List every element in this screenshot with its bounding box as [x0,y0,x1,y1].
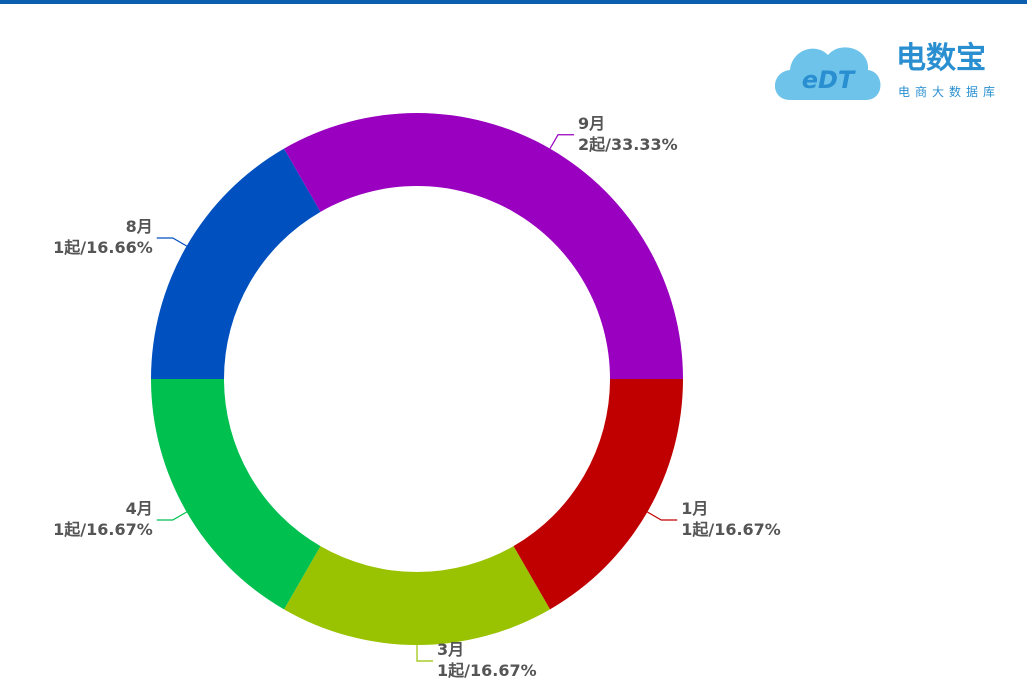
slice-category: 1月 [681,499,708,518]
leader-line [156,237,187,247]
leader-line [647,511,678,521]
logo: eDT 电数宝 电商大数据库 [775,41,1000,100]
leader-line [416,645,433,662]
logo-mark: eDT [802,66,856,94]
slice-value-label: 2起/33.33% [578,135,678,154]
slice [151,379,321,610]
slice-category: 3月 [437,640,464,659]
leader-line [156,511,187,521]
slice-value-label: 1起/16.67% [681,520,781,539]
slice [284,113,683,379]
slice-value-label: 1起/16.67% [53,520,153,539]
slice-category: 9月 [578,114,605,133]
top-bar [0,0,1027,4]
slice-value-label: 1起/16.66% [53,238,153,257]
slice [284,546,550,645]
leader-line [549,134,574,149]
slice-value-label: 1起/16.67% [437,661,537,680]
logo-cloud [775,47,881,100]
slice-category: 8月 [126,217,153,236]
slice [151,148,321,379]
slice-category: 4月 [126,499,153,518]
slice [513,379,683,610]
logo-title: 电数宝 [896,41,986,76]
logo-subtitle: 电商大数据库 [898,84,1000,99]
